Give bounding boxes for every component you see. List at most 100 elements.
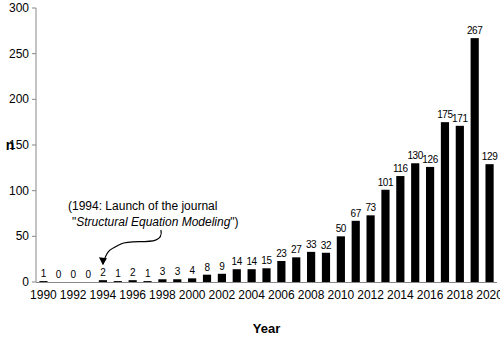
bar <box>99 280 107 282</box>
data-label: 8 <box>204 262 210 273</box>
chart: 1000212133489141415232733325067731011161… <box>0 0 500 345</box>
data-label: 130 <box>407 150 423 161</box>
data-label: 50 <box>336 223 347 234</box>
data-label: 15 <box>261 255 272 266</box>
bar <box>367 215 375 282</box>
y-tick <box>32 190 36 191</box>
bar <box>84 282 92 283</box>
bar <box>485 164 493 282</box>
x-tick-label: 2012 <box>357 288 384 302</box>
x-tick-label: 2014 <box>387 288 414 302</box>
data-label: 175 <box>437 109 453 120</box>
x-tick-label: 2000 <box>179 288 206 302</box>
x-tick-label: 2006 <box>268 288 295 302</box>
data-label: 1 <box>115 268 121 279</box>
data-label: 126 <box>422 154 438 165</box>
bar <box>39 281 47 282</box>
y-axis-label: n <box>6 137 15 153</box>
bar <box>188 278 196 282</box>
bar <box>307 252 315 282</box>
data-label: 9 <box>219 261 225 272</box>
bar <box>218 274 226 282</box>
bar <box>69 282 77 283</box>
x-tick-label: 1992 <box>60 288 87 302</box>
y-tick-label: 100 <box>9 184 29 198</box>
y-tick <box>32 99 36 100</box>
y-tick <box>32 236 36 237</box>
bar <box>129 280 137 282</box>
bar <box>411 163 419 282</box>
x-tick-label: 1994 <box>90 288 117 302</box>
data-label: 101 <box>378 177 394 188</box>
data-label: 32 <box>321 240 332 251</box>
data-label: 267 <box>467 25 483 36</box>
bar <box>233 269 241 282</box>
y-tick-label: 0 <box>22 275 29 289</box>
y-tick <box>32 8 36 9</box>
data-label: 0 <box>56 269 62 280</box>
y-tick-label: 200 <box>9 92 29 106</box>
data-label: 23 <box>276 248 287 259</box>
y-tick-label: 250 <box>9 47 29 61</box>
x-tick-label: 1990 <box>30 288 57 302</box>
bar <box>262 268 270 282</box>
bar <box>337 236 345 282</box>
x-axis-label: Year <box>253 321 280 336</box>
data-label: 0 <box>85 269 91 280</box>
bar <box>292 257 300 282</box>
x-tick-label: 2020 <box>476 288 500 302</box>
annotation: "Structural Equation Modeling") <box>72 215 239 229</box>
data-label: 1 <box>145 268 151 279</box>
data-label: 171 <box>452 113 468 124</box>
data-label: 33 <box>306 239 317 250</box>
data-label: 129 <box>482 151 498 162</box>
bar <box>54 282 62 283</box>
bar <box>456 126 464 282</box>
x-tick-label: 2002 <box>209 288 236 302</box>
y-tick-label: 50 <box>16 229 30 243</box>
annotation-part: ") <box>230 215 238 229</box>
annotation-part: Structural Equation Modeling <box>76 215 230 229</box>
data-label: 14 <box>246 256 257 267</box>
bar <box>322 253 330 282</box>
x-tick-label: 2004 <box>238 288 265 302</box>
bar <box>471 38 479 282</box>
bar <box>173 279 181 282</box>
bar <box>203 275 211 282</box>
x-tick-label: 2010 <box>328 288 355 302</box>
annotation: (1994: Launch of the journal <box>68 199 217 213</box>
x-tick-label: 2008 <box>298 288 325 302</box>
data-label: 1 <box>41 268 47 279</box>
bar <box>248 269 256 282</box>
x-tick-label: 2018 <box>446 288 473 302</box>
bars <box>39 38 493 282</box>
data-label: 3 <box>160 266 166 277</box>
data-label: 2 <box>130 267 136 278</box>
bar <box>114 281 122 282</box>
bar <box>277 261 285 282</box>
bar <box>143 281 151 282</box>
bar <box>381 190 389 282</box>
data-label: 0 <box>71 269 77 280</box>
x-tick-label: 1996 <box>119 288 146 302</box>
bar <box>352 221 360 282</box>
data-label: 14 <box>232 256 243 267</box>
data-label: 2 <box>100 267 106 278</box>
x-axis <box>36 282 497 283</box>
x-tick-label: 2016 <box>417 288 444 302</box>
y-tick <box>32 145 36 146</box>
arrow-head <box>99 257 107 265</box>
data-label: 3 <box>175 266 181 277</box>
data-label: 27 <box>291 244 302 255</box>
y-tick <box>32 282 36 283</box>
data-label: 4 <box>190 265 196 276</box>
y-tick <box>32 53 36 54</box>
annotation-arrow <box>103 230 161 264</box>
data-label: 67 <box>351 208 362 219</box>
data-label: 73 <box>365 202 376 213</box>
bar <box>426 167 434 282</box>
data-label: 116 <box>393 163 409 174</box>
bar <box>158 279 166 282</box>
bar <box>396 176 404 282</box>
y-tick-label: 300 <box>9 1 29 15</box>
